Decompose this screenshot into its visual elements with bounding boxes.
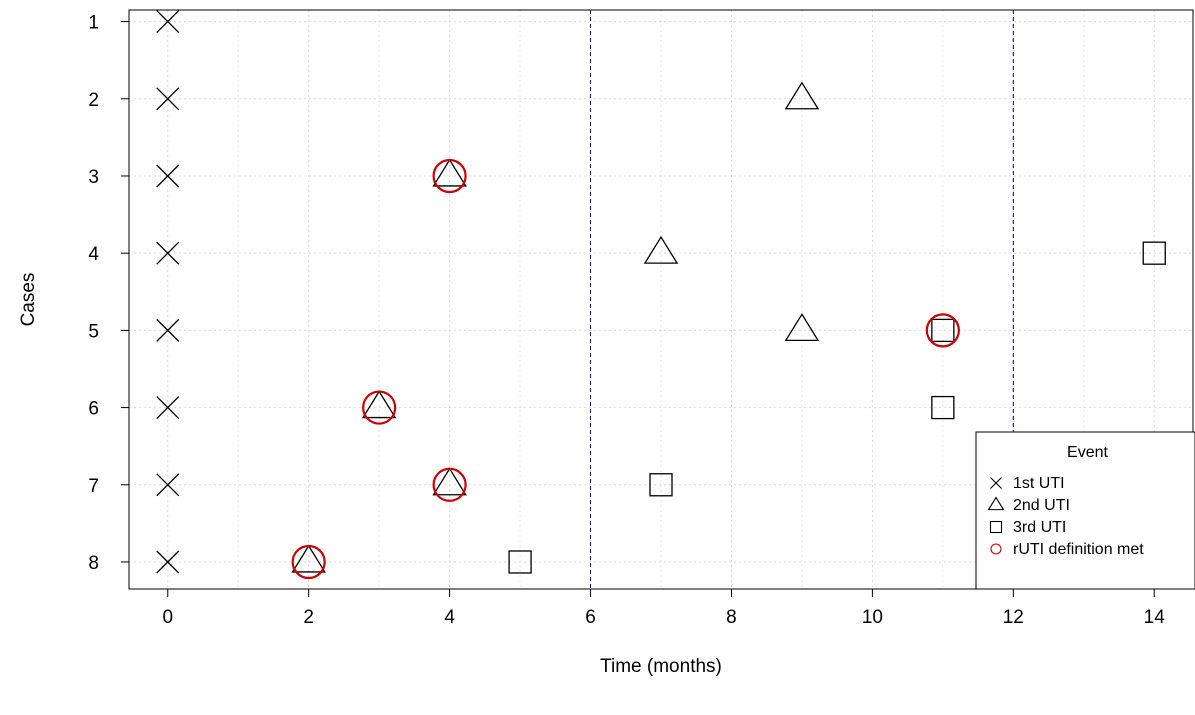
legend-box	[975, 431, 1195, 590]
cross-stroke	[156, 318, 180, 342]
square-point	[1142, 241, 1166, 265]
x-tick-label: 14	[1144, 607, 1166, 628]
circle-point	[291, 544, 326, 580]
triangle-point	[291, 544, 326, 573]
cross-stroke	[156, 550, 180, 574]
square-point	[649, 473, 673, 497]
triangle-point	[784, 81, 820, 110]
cross-point	[156, 396, 180, 420]
y-tick-label: 1	[88, 13, 99, 34]
circle-point	[432, 158, 467, 194]
triangle-point	[784, 313, 820, 342]
y-axis-title: Cases	[18, 273, 39, 327]
triangle-point	[432, 158, 467, 187]
cross-stroke	[990, 477, 1002, 489]
x-tick-label: 8	[726, 607, 737, 628]
cross-point	[156, 473, 180, 497]
x-axis-title: Time (months)	[600, 656, 722, 677]
cross-stroke	[156, 87, 180, 111]
legend-title: Event	[1067, 444, 1108, 461]
x-tick-label: 12	[1003, 607, 1024, 628]
x-axis: 0 2 4 6 8 10 12 14	[162, 589, 1165, 628]
x-tick-label: 0	[162, 607, 173, 628]
cross-point	[156, 241, 180, 265]
square-point	[508, 550, 532, 574]
cross-stroke	[156, 10, 180, 34]
triangle-point	[361, 390, 397, 419]
reference-lines	[590, 10, 1014, 589]
plot-frame	[128, 9, 1194, 590]
x-tick-label: 10	[862, 607, 883, 628]
cross-stroke	[156, 473, 180, 497]
data-points	[156, 10, 1166, 580]
legend-label: rUTI definition met	[1013, 541, 1144, 558]
y-tick-label: 8	[88, 553, 99, 574]
legend-cross-point-icon	[990, 477, 1002, 489]
y-tick-label: 6	[88, 399, 99, 420]
legend-label: 1st UTI	[1013, 475, 1065, 492]
legend-circle-point-icon	[990, 543, 1002, 555]
x-tick-label: 4	[444, 607, 455, 628]
cross-point	[156, 318, 180, 342]
cross-stroke	[156, 396, 180, 420]
cross-point	[156, 10, 180, 34]
y-tick-label: 3	[88, 167, 99, 188]
legend-label: 3rd UTI	[1013, 519, 1066, 536]
y-tick-label: 2	[88, 90, 99, 111]
cross-stroke	[156, 164, 180, 188]
square-point	[931, 395, 955, 420]
circle-point	[362, 390, 397, 425]
y-tick-label: 5	[88, 321, 99, 342]
x-tick-label: 6	[585, 607, 596, 628]
y-axis: 1 2 3 4 5 6 7 8	[88, 13, 129, 574]
square-point	[931, 318, 955, 343]
y-tick-label: 4	[88, 244, 99, 265]
circle-point	[925, 313, 960, 348]
cross-point	[156, 164, 180, 188]
cross-point	[156, 87, 180, 111]
triangle-point	[432, 467, 467, 496]
legend-label: 2nd UTI	[1013, 497, 1070, 514]
triangle-point	[643, 235, 679, 264]
cross-stroke	[156, 241, 180, 265]
cross-point	[156, 550, 180, 574]
y-tick-label: 7	[88, 476, 99, 497]
legend-triangle-point-icon	[987, 496, 1005, 511]
x-tick-label: 2	[303, 607, 314, 628]
circle-point	[432, 467, 467, 502]
legend-square-point-icon	[989, 520, 1003, 534]
